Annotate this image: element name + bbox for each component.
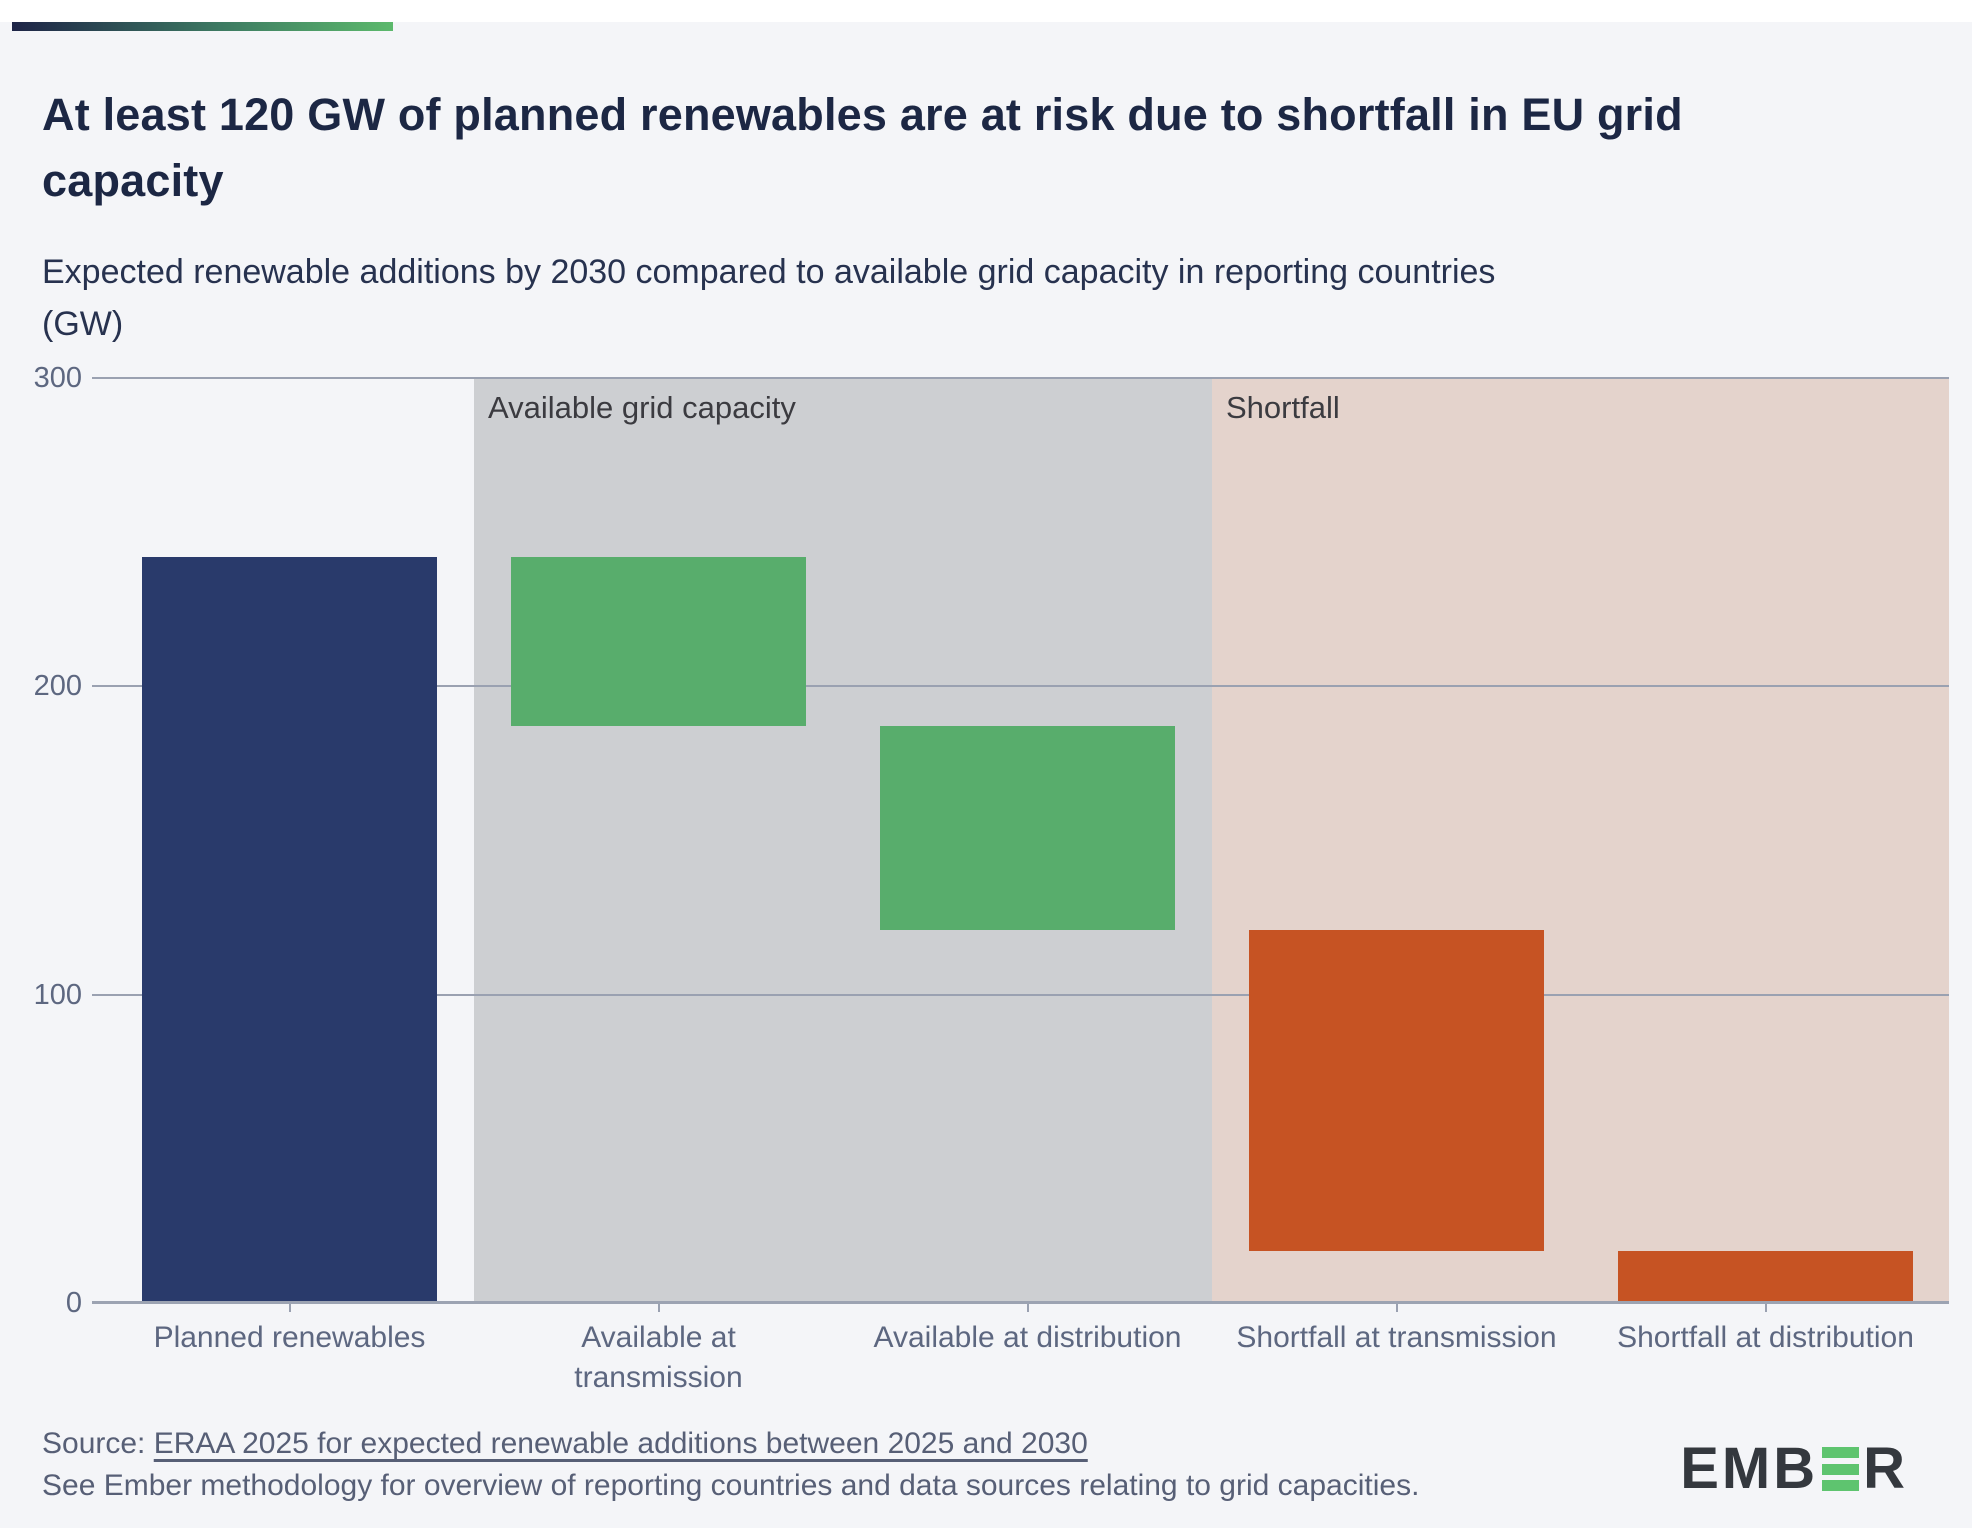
x-axis-label-line: Available at distribution [873,1321,1182,1354]
x-axis-labels: Planned renewables Available at transmissi… [105,1318,1949,1418]
bar-planned-renewables[interactable] [142,556,437,1303]
x-axis-label-line: transmission [574,1361,743,1394]
x-axis-label-available-at-transmission: Available at transmission [479,1318,839,1398]
y-axis-label-100: 100 [33,978,82,1011]
chart-title: At least 120 GW of planned renewables ar… [42,82,1932,214]
y-axis-label-300: 300 [33,362,82,394]
bar-available-at-transmission[interactable] [511,556,806,727]
x-axis-label-line: Planned renewables [153,1321,426,1354]
x-axis-label-planned-renewables: Planned renewables [110,1318,470,1358]
source-prefix: Source: [42,1427,154,1460]
x-tick-available-at-distribution [1026,1303,1029,1312]
source-line: Source: ERAA 2025 for expected renewable… [42,1424,1088,1464]
ember-logo-letters-pre: EMB [1680,1436,1819,1501]
x-axis-label-shortfall-at-distribution: Shortfall at distribution [1586,1318,1946,1358]
x-axis-label-line: Available at [581,1321,736,1354]
gridline-0 [92,1301,1949,1304]
x-tick-planned-renewables [288,1303,291,1312]
bar-shortfall-at-distribution[interactable] [1618,1250,1913,1303]
chart-title-line: At least 120 GW of planned renewables ar… [42,89,1683,141]
x-tick-available-at-transmission [657,1303,660,1312]
ember-logo: EMB R [1680,1440,1908,1498]
gridline-300 [92,377,1949,379]
source-link[interactable]: ERAA 2025 for expected renewable additio… [153,1427,1088,1460]
region-label-shortfall: Shortfall [1226,390,1340,425]
y-axis-label-0: 0 [65,1287,82,1319]
methodology-note: See Ember methodology for overview of re… [42,1469,1420,1502]
chart-subtitle: Expected renewable additions by 2030 com… [42,246,1932,350]
top-white-strip [0,0,1972,22]
ember-logo-green-e-icon [1822,1447,1860,1491]
bar-available-at-distribution[interactable] [880,726,1175,930]
bar-shortfall-at-transmission[interactable] [1249,929,1544,1251]
x-axis-label-line: Shortfall at distribution [1617,1321,1914,1354]
x-tick-shortfall-at-distribution [1764,1303,1767,1312]
chart-subtitle-line: (GW) [42,305,124,343]
x-tick-shortfall-at-transmission [1395,1303,1398,1312]
x-axis-label-line: Shortfall at transmission [1236,1321,1557,1354]
chart-subtitle-line: Expected renewable additions by 2030 com… [42,253,1496,291]
y-axis-label-200: 200 [33,670,82,703]
x-axis-label-available-at-distribution: Available at distribution [848,1318,1208,1358]
ember-logo-letters-post: R [1863,1436,1908,1501]
gridline-100 [92,993,1949,996]
gridline-200 [92,685,1949,688]
accent-gradient-bar [12,22,393,31]
x-axis-label-shortfall-at-transmission: Shortfall at transmission [1217,1318,1577,1358]
region-label-available-grid-capacity: Available grid capacity [488,390,796,425]
chart-title-line: capacity [42,155,224,207]
plot-area: Available grid capacity Shortfall 0 100 200 3… [34,362,1949,1319]
